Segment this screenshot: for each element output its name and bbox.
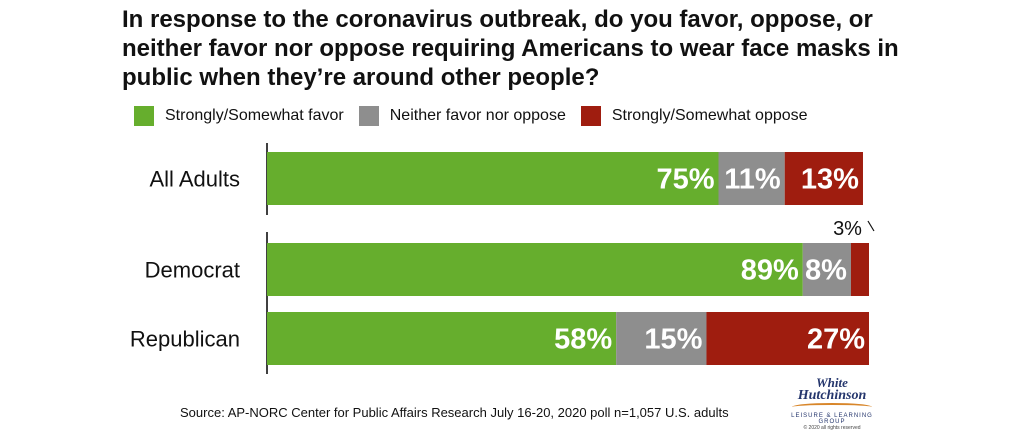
legend-label-oppose: Strongly/Somewhat oppose <box>611 107 808 124</box>
logo-line-2: Hutchinson <box>797 388 867 403</box>
data-label-all-adults-neither: 11% <box>724 164 781 196</box>
data-label-republican-oppose: 27% <box>807 324 865 356</box>
bar-all-adults-oppose <box>784 152 863 205</box>
bar-democrat-favor <box>267 243 803 296</box>
data-label-democrat-neither: 8% <box>805 255 847 287</box>
source-note: Source: AP-NORC Center for Public Affair… <box>180 405 729 420</box>
category-label-all-adults: All Adults <box>150 167 241 192</box>
bar-democrat-oppose <box>850 243 869 296</box>
leader-line-democrat-oppose <box>867 220 875 232</box>
legend-swatch-oppose <box>580 106 601 126</box>
legend-label-neither: Neither favor nor oppose <box>389 107 566 124</box>
legend-item-neither: Neither favor nor oppose <box>358 106 566 126</box>
legend-label-favor: Strongly/Somewhat favor <box>165 107 344 124</box>
data-label-all-adults-oppose: 13% <box>801 164 859 196</box>
legend: Strongly/Somewhat favor Neither favor no… <box>134 105 823 127</box>
legend-item-favor: Strongly/Somewhat favor <box>134 106 344 126</box>
data-label-republican-neither: 15% <box>644 324 702 356</box>
logo-swoosh <box>792 403 872 411</box>
chart-title: In response to the coronavirus outbreak,… <box>122 6 899 91</box>
category-label-democrat: Democrat <box>145 258 240 283</box>
bar-all-adults-favor <box>267 152 719 205</box>
bar-democrat-neither <box>802 243 851 296</box>
bar-all-adults-neither <box>718 152 785 205</box>
logo-line-4: © 2020 all rights reserved <box>803 425 861 431</box>
data-label-republican-favor: 58% <box>554 324 612 356</box>
data-label-democrat-favor: 89% <box>741 255 799 287</box>
bar-republican-oppose <box>706 312 869 365</box>
logo-line-3: LEISURE & LEARNING GROUP <box>791 413 873 425</box>
data-label-all-adults-favor: 75% <box>656 164 714 196</box>
logo-line-1: White <box>816 375 848 390</box>
company-logo: White Hutchinson LEISURE & LEARNING GROU… <box>784 375 880 431</box>
bar-republican-neither <box>616 312 707 365</box>
data-label-democrat-oppose: 3% <box>833 218 862 240</box>
bar-republican-favor <box>267 312 617 365</box>
legend-item-oppose: Strongly/Somewhat oppose <box>580 106 808 126</box>
legend-swatch-neither <box>358 106 379 126</box>
category-label-republican: Republican <box>130 327 240 352</box>
legend-swatch-favor <box>134 106 154 126</box>
